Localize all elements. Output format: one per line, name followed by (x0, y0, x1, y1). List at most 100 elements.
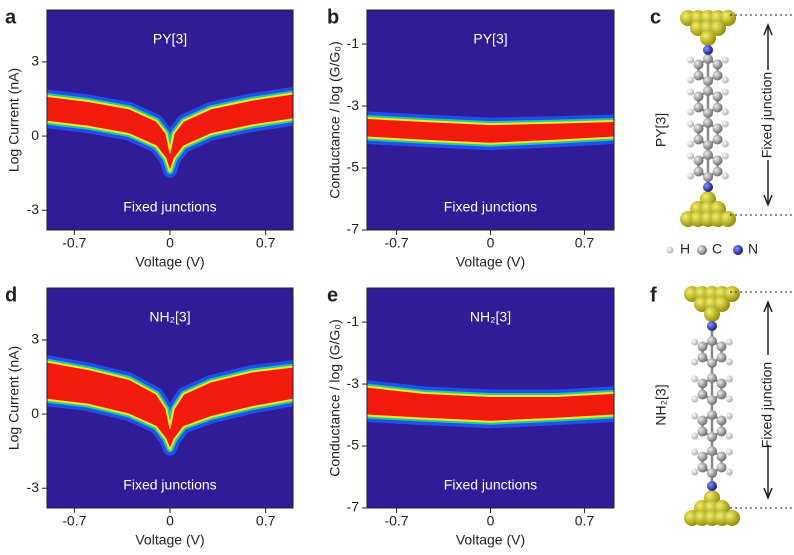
band (367, 380, 614, 429)
annotation: Fixed junctions (123, 477, 216, 493)
atom (720, 211, 736, 227)
x-tick-label: 0 (166, 513, 174, 529)
atom (703, 150, 713, 160)
x-tick-label: 0 (166, 235, 174, 251)
atom (697, 415, 708, 426)
atom (716, 426, 727, 437)
atom (693, 59, 704, 70)
atom (721, 172, 729, 180)
atom (721, 140, 729, 148)
x-tick-label: 0.7 (575, 235, 595, 251)
atom (707, 468, 717, 478)
atom (697, 341, 708, 352)
band-edge (367, 136, 614, 144)
atom (733, 245, 743, 255)
atom (721, 56, 729, 64)
x-tick-label: 0 (487, 235, 495, 251)
atom (691, 395, 699, 403)
atom (707, 481, 717, 491)
atom (707, 432, 717, 442)
panel-label: d (5, 284, 17, 306)
band (367, 111, 614, 151)
atom (712, 102, 723, 113)
atom (687, 108, 695, 116)
y-tick-label: 0 (31, 127, 39, 143)
y-tick-label: 0 (31, 405, 39, 421)
arrow (763, 22, 773, 208)
atom (721, 120, 729, 128)
panel-label: b (327, 6, 339, 28)
atom (666, 246, 674, 254)
atom (721, 88, 729, 96)
atom (703, 54, 713, 64)
atom (687, 56, 695, 64)
band (47, 355, 293, 456)
panel-label: a (5, 6, 17, 28)
atom (693, 123, 704, 134)
atom (716, 378, 727, 389)
x-tick-label: 0.7 (256, 513, 276, 529)
atom (716, 462, 727, 473)
atom (714, 296, 730, 312)
y-axis-label: Conductance / log (G/G₀) (327, 319, 343, 477)
atom (687, 172, 695, 180)
band-edge (47, 398, 293, 450)
atom (725, 395, 733, 403)
annotation: Fixed junctions (444, 199, 537, 215)
y-tick-label: -7 (347, 221, 360, 237)
atom (724, 510, 740, 526)
atom (724, 286, 740, 302)
annotation: Fixed junctions (123, 199, 216, 215)
atom (703, 118, 713, 128)
band-fill (367, 387, 614, 422)
atom (712, 59, 723, 70)
atom (691, 338, 699, 346)
atom (693, 70, 704, 81)
atom (691, 448, 699, 456)
atom (721, 76, 729, 84)
atom (712, 123, 723, 134)
atom (691, 468, 699, 476)
y-tick-label: -7 (347, 499, 360, 515)
atom (687, 88, 695, 96)
atom (687, 152, 695, 160)
atom (716, 415, 727, 426)
atom (720, 10, 736, 26)
atom (716, 389, 727, 400)
y-tick-label: -3 (347, 97, 360, 113)
atom (691, 375, 699, 383)
atom (716, 451, 727, 462)
y-axis-label: Log Current (nA) (6, 346, 22, 450)
atom (693, 102, 704, 113)
atom (712, 155, 723, 166)
band (47, 87, 293, 178)
y-tick-label: -3 (347, 375, 360, 391)
atom (697, 451, 708, 462)
atom (707, 336, 717, 346)
band-edge (367, 414, 614, 422)
atom (712, 70, 723, 81)
y-tick-label: -1 (347, 35, 360, 51)
plot-title: NH₂[3] (470, 309, 511, 325)
x-tick-label: 0.7 (575, 513, 595, 529)
x-axis-label: Voltage (V) (456, 532, 525, 548)
atom (710, 20, 726, 36)
y-axis-label: Conductance / log (G/G₀) (327, 41, 343, 199)
atom (725, 432, 733, 440)
plot-frame (366, 9, 615, 231)
plot-frame (46, 287, 294, 509)
y-axis-label: Log Current (nA) (6, 68, 22, 172)
atom (725, 375, 733, 383)
atom (716, 352, 727, 363)
atom (707, 446, 717, 456)
band-edge (47, 361, 293, 430)
band-edge (47, 118, 293, 173)
plot-frame (366, 287, 615, 509)
atom (697, 352, 708, 363)
legend-label: C (712, 241, 722, 257)
atom (703, 140, 713, 150)
arrow (763, 299, 773, 501)
y-tick-label: 3 (31, 53, 39, 69)
atom (725, 338, 733, 346)
atom (725, 412, 733, 420)
